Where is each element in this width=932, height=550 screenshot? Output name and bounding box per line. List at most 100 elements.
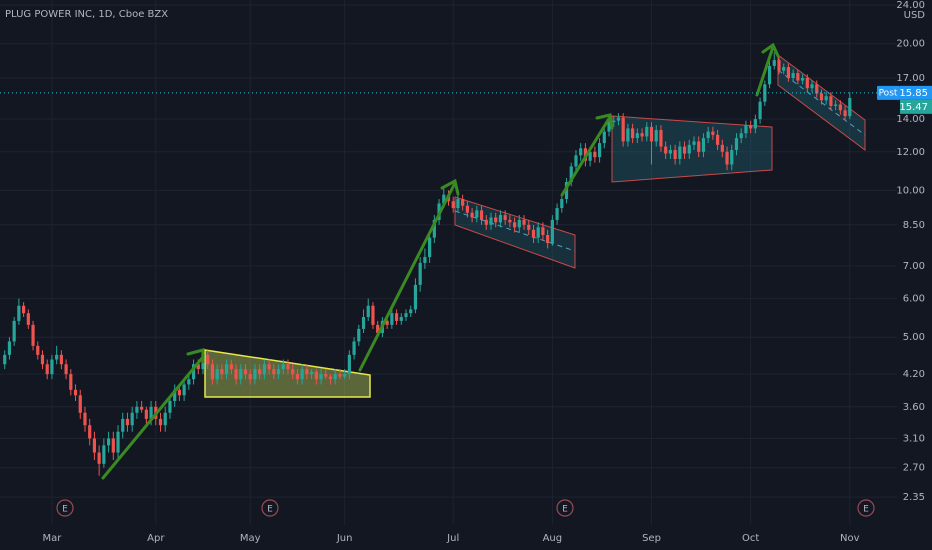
candle-body xyxy=(413,284,418,310)
candle-body xyxy=(267,364,271,370)
candle-body xyxy=(597,143,602,158)
trend-arrow xyxy=(358,181,457,372)
candle-body xyxy=(319,374,323,380)
candle-body xyxy=(248,374,252,380)
y-tick-label: 3.60 xyxy=(903,402,925,413)
earnings-label: E xyxy=(562,505,568,515)
candle-body xyxy=(522,219,526,225)
candle-body xyxy=(716,134,720,145)
candle-body xyxy=(418,262,422,285)
candle-body xyxy=(7,341,12,355)
candle-body xyxy=(399,317,403,321)
candle-body xyxy=(135,406,139,413)
candle-body xyxy=(149,406,153,419)
candle-body xyxy=(177,389,181,396)
candle-body xyxy=(125,418,130,426)
candle-body xyxy=(593,151,597,158)
candle-body xyxy=(579,148,583,156)
candle-body xyxy=(352,341,356,355)
candle-body xyxy=(281,364,285,370)
post-label: Post xyxy=(879,88,898,98)
candle-body xyxy=(725,151,729,165)
arrow-head xyxy=(761,42,780,58)
earnings-label: E xyxy=(62,505,68,515)
y-tick-label: 4.20 xyxy=(903,369,925,380)
y-tick-label: 20.00 xyxy=(896,39,925,50)
candle-body xyxy=(503,215,507,220)
candle-body xyxy=(711,131,715,135)
candle-body xyxy=(829,96,833,106)
candle-body xyxy=(73,389,78,396)
arrow-head xyxy=(595,113,614,130)
candle-body xyxy=(229,364,233,370)
post-badge xyxy=(877,85,900,100)
candle-body xyxy=(815,84,819,94)
candle-body xyxy=(701,138,706,152)
candle-body xyxy=(187,379,191,385)
y-tick-label: 12.00 xyxy=(896,147,925,158)
y-tick-label: 24.00 xyxy=(896,0,925,11)
candle-body xyxy=(720,144,724,152)
candle-body xyxy=(772,60,776,66)
candle-body xyxy=(749,125,753,129)
x-tick-label: Jun xyxy=(336,533,353,544)
candle-body xyxy=(333,374,337,380)
candle-body xyxy=(531,229,536,238)
earnings-marker xyxy=(857,499,875,517)
candle-body xyxy=(262,364,266,375)
candle-body xyxy=(786,67,791,79)
y-tick-label: 14.00 xyxy=(896,114,925,125)
candle-body xyxy=(92,438,97,453)
candle-body xyxy=(635,133,639,139)
chart-title: PLUG POWER INC, 1D, Cboe BZX xyxy=(5,9,168,20)
candle-body xyxy=(616,117,621,121)
candle-body xyxy=(498,215,503,223)
candle-body xyxy=(338,374,342,377)
candle-body xyxy=(569,166,573,183)
x-tick-label: Sep xyxy=(642,533,661,544)
candle-body xyxy=(432,219,436,238)
candle-body xyxy=(83,412,87,426)
candle-body xyxy=(50,359,54,375)
candle-body xyxy=(564,182,569,200)
candle-body xyxy=(357,328,361,342)
candle-body xyxy=(649,126,654,142)
candle-body xyxy=(461,199,465,206)
y-tick-label: 2.70 xyxy=(903,463,925,474)
candle-body xyxy=(706,131,710,139)
candle-body xyxy=(758,101,762,120)
y-tick-label: 5.00 xyxy=(903,332,925,343)
candle-body xyxy=(834,104,838,106)
candle-body xyxy=(347,354,351,375)
candle-body xyxy=(220,369,224,375)
candle-body xyxy=(328,376,333,380)
candle-body xyxy=(371,305,375,325)
y-tick-label: 10.00 xyxy=(896,185,925,196)
candle-body xyxy=(621,117,625,142)
candle-body xyxy=(168,400,172,413)
candle-body xyxy=(555,208,559,220)
candle-body xyxy=(744,125,748,134)
candle-body xyxy=(536,227,540,238)
x-tick-label: Nov xyxy=(840,533,860,544)
candle-body xyxy=(465,205,469,213)
candle-body xyxy=(753,119,757,129)
candle-body xyxy=(796,73,800,81)
candle-body xyxy=(819,93,824,101)
candle-body xyxy=(484,219,488,225)
candle-body xyxy=(376,324,380,334)
earnings-marker xyxy=(261,499,279,517)
candle-body xyxy=(234,369,238,380)
x-tick-label: Oct xyxy=(742,533,759,544)
candle-body xyxy=(300,369,304,380)
triangle-pattern xyxy=(611,115,773,183)
candle-body xyxy=(508,219,512,223)
candle-body xyxy=(697,141,701,152)
candle-body xyxy=(295,374,300,380)
candle-body xyxy=(456,199,460,209)
candle-body xyxy=(390,313,394,325)
last-price-badge xyxy=(900,99,932,114)
candle-body xyxy=(848,97,852,117)
candle-body xyxy=(64,364,68,375)
candle-body xyxy=(253,369,257,380)
